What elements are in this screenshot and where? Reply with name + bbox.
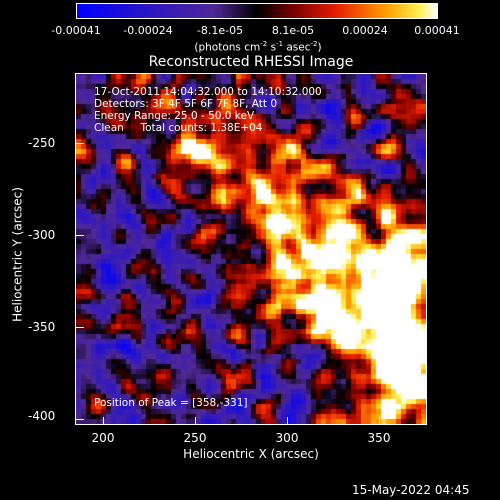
colorbar-tick-label: 8.1e-05 [271, 24, 315, 37]
x-tick [103, 417, 104, 425]
y-tick [76, 327, 84, 328]
colorbar-tick-label: 0.00024 [342, 24, 388, 37]
y-axis-label: Heliocentric Y (arcsec) [10, 187, 25, 322]
x-tick-label: 200 [91, 431, 115, 445]
x-tick-label: 350 [367, 431, 391, 445]
annotation-detectors: Detectors: 3F 4F 5F 6F 7F 8F, Att 0 [94, 98, 278, 110]
y-tick-label: -300 [28, 228, 56, 242]
x-tick [195, 417, 196, 425]
colorbar-gradient [77, 4, 437, 18]
annotation-time: 17-Oct-2011 14:04:32.000 to 14:10:32.000 [94, 86, 322, 98]
y-tick [76, 235, 84, 236]
annotation-counts: Clean Total counts: 1.38E+04 [94, 122, 263, 134]
heatmap-canvas [76, 74, 426, 424]
y-tick [76, 143, 84, 144]
plot-title: Reconstructed RHESSI Image [148, 54, 354, 70]
rhessi-image [75, 73, 427, 425]
colorbar [76, 3, 438, 19]
y-tick-label: -250 [28, 136, 56, 150]
peak-position-label: Position of Peak = [358,-331] [94, 397, 248, 409]
colorbar-tick-label: -0.00041 [51, 24, 101, 37]
colorbar-tick-label: -8.1e-05 [196, 24, 244, 37]
x-axis-label: Heliocentric X (arcsec) [183, 447, 319, 461]
colorbar-units: (photons cm-2 s-1 asec-2) [194, 40, 322, 54]
annotation-energy: Energy Range: 25.0 - 50.0 keV [94, 110, 255, 122]
x-tick-label: 250 [183, 431, 207, 445]
colorbar-tick-label: 0.00041 [414, 24, 460, 37]
x-tick [379, 417, 380, 425]
x-tick [287, 417, 288, 425]
y-tick-label: -350 [28, 320, 56, 334]
x-tick-label: 300 [275, 431, 299, 445]
footer-date: 15-May-2022 04:45 [352, 483, 470, 497]
colorbar-tick-label: -0.00024 [123, 24, 173, 37]
y-tick [76, 419, 84, 420]
y-tick-label: -400 [28, 409, 56, 423]
